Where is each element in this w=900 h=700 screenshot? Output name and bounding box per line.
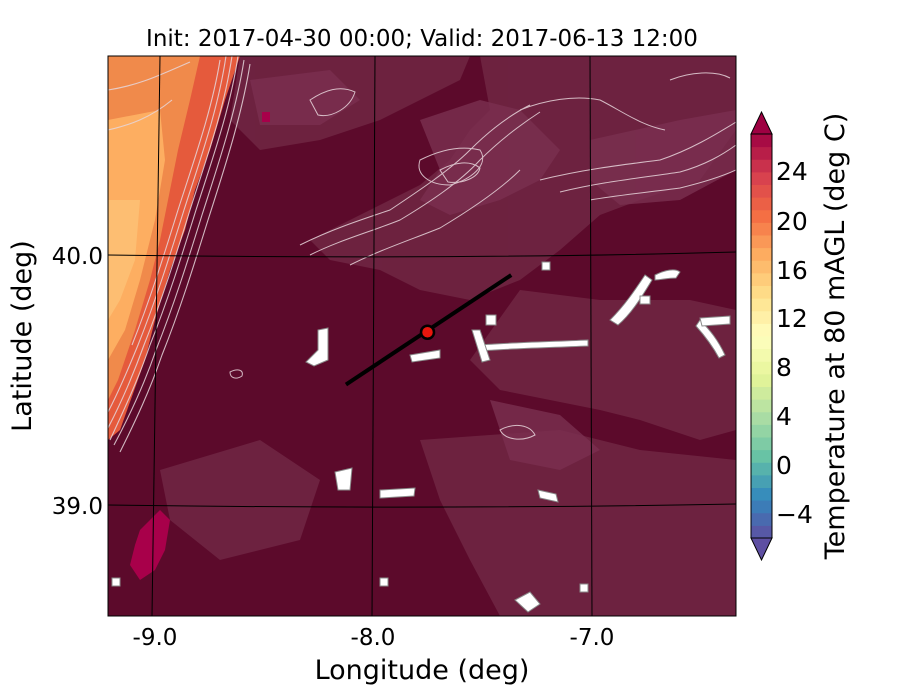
colorbar-segment xyxy=(751,247,772,261)
colorbar-segment xyxy=(751,260,772,274)
colorbar-tick-label: 12 xyxy=(776,304,808,333)
colorbar-segment xyxy=(751,171,772,185)
map-frame xyxy=(107,55,737,617)
colorbar-tick-label: 8 xyxy=(776,353,792,382)
colorbar-segment xyxy=(751,134,772,148)
colorbar-segment xyxy=(751,500,772,514)
plot-title: Init: 2017-04-30 00:00; Valid: 2017-06-1… xyxy=(146,26,698,52)
colorbar-label: Temperature at 80 mAGL (deg C) xyxy=(820,113,851,561)
x-tick-label: -7.0 xyxy=(570,625,615,651)
colorbar-segment xyxy=(751,159,772,173)
colorbar-tick-label: 20 xyxy=(776,207,808,236)
colorbar-segment xyxy=(751,487,772,501)
colorbar-segment xyxy=(751,411,772,425)
colorbar-segment xyxy=(751,525,772,539)
colorbar-segment xyxy=(751,209,772,223)
colorbar-segment xyxy=(751,449,772,463)
y-tick-label: 40.0 xyxy=(52,244,103,270)
colorbar-segment xyxy=(751,336,772,350)
colorbar-segment xyxy=(751,474,772,488)
colorbar-tick-label: 16 xyxy=(776,256,808,285)
colorbar-segment xyxy=(751,310,772,324)
warm-inland-patch xyxy=(130,510,170,580)
colorbar-segment xyxy=(751,323,772,337)
colorbar-segment xyxy=(751,512,772,526)
colorbar-segment xyxy=(751,386,772,400)
x-tick-label: -8.0 xyxy=(351,625,396,651)
colorbar-segment xyxy=(751,437,772,451)
colorbar-segment xyxy=(751,285,772,299)
colorbar-segment xyxy=(751,197,772,211)
colorbar-segment xyxy=(751,235,772,249)
colorbar-segment xyxy=(751,373,772,387)
colorbar-segment xyxy=(751,184,772,198)
colorbar-segment xyxy=(751,272,772,286)
colorbar-gradient xyxy=(751,134,772,539)
colorbar-segment xyxy=(751,222,772,236)
colorbar-segment xyxy=(751,146,772,160)
x-tick-label: -9.0 xyxy=(133,625,178,651)
colorbar-segment xyxy=(751,462,772,476)
colorbar-segment xyxy=(751,399,772,413)
colorbar-max-arrow xyxy=(750,110,773,135)
colorbar-tick-label: 4 xyxy=(776,402,792,431)
x-axis-label: Longitude (deg) xyxy=(315,655,530,686)
location-marker[interactable] xyxy=(419,324,436,341)
colorbar-segment xyxy=(751,424,772,438)
colorbar-segment xyxy=(751,298,772,312)
colorbar-min-arrow xyxy=(750,537,773,562)
colorbar-segment xyxy=(751,348,772,362)
y-axis-label: Latitude (deg) xyxy=(7,240,38,432)
colorbar-tick-label: 0 xyxy=(776,451,792,480)
colorbar: 24 20 16 12 8 4 0 −4 Temperature at 80 m… xyxy=(750,110,851,562)
graticule xyxy=(107,55,737,617)
colorbar-segment xyxy=(751,361,772,375)
colorbar-tick-label: −4 xyxy=(776,500,813,529)
y-tick-label: 39.0 xyxy=(52,494,103,520)
colorbar-tick-label: 24 xyxy=(776,157,808,186)
